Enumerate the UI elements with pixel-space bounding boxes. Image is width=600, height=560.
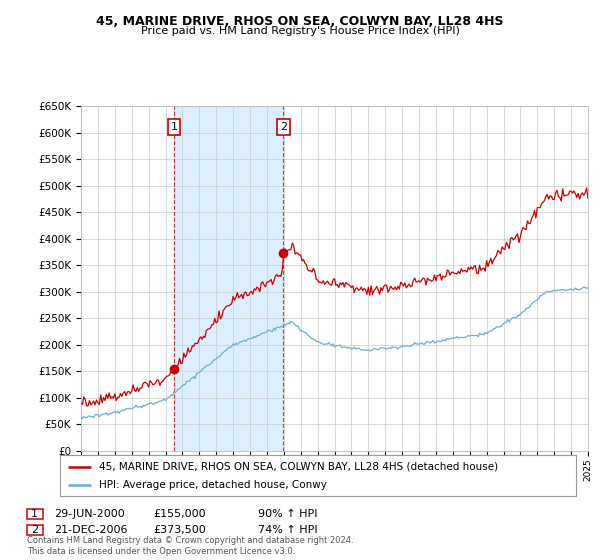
Text: 1: 1 xyxy=(170,122,178,132)
Text: Price paid vs. HM Land Registry's House Price Index (HPI): Price paid vs. HM Land Registry's House … xyxy=(140,26,460,36)
Text: 45, MARINE DRIVE, RHOS ON SEA, COLWYN BAY, LL28 4HS: 45, MARINE DRIVE, RHOS ON SEA, COLWYN BA… xyxy=(96,15,504,28)
Text: 2: 2 xyxy=(280,122,287,132)
Text: £373,500: £373,500 xyxy=(153,525,206,535)
Text: 29-JUN-2000: 29-JUN-2000 xyxy=(54,509,125,519)
Text: 1: 1 xyxy=(31,509,38,519)
Text: £155,000: £155,000 xyxy=(153,509,206,519)
Bar xyxy=(174,106,283,451)
Text: Contains HM Land Registry data © Crown copyright and database right 2024.
This d: Contains HM Land Registry data © Crown c… xyxy=(27,536,353,556)
Text: 90% ↑ HPI: 90% ↑ HPI xyxy=(258,509,317,519)
Text: 2: 2 xyxy=(31,525,38,535)
Text: 21-DEC-2006: 21-DEC-2006 xyxy=(54,525,128,535)
Text: 74% ↑ HPI: 74% ↑ HPI xyxy=(258,525,317,535)
Text: 45, MARINE DRIVE, RHOS ON SEA, COLWYN BAY, LL28 4HS (detached house): 45, MARINE DRIVE, RHOS ON SEA, COLWYN BA… xyxy=(98,461,498,472)
Text: HPI: Average price, detached house, Conwy: HPI: Average price, detached house, Conw… xyxy=(98,480,326,489)
